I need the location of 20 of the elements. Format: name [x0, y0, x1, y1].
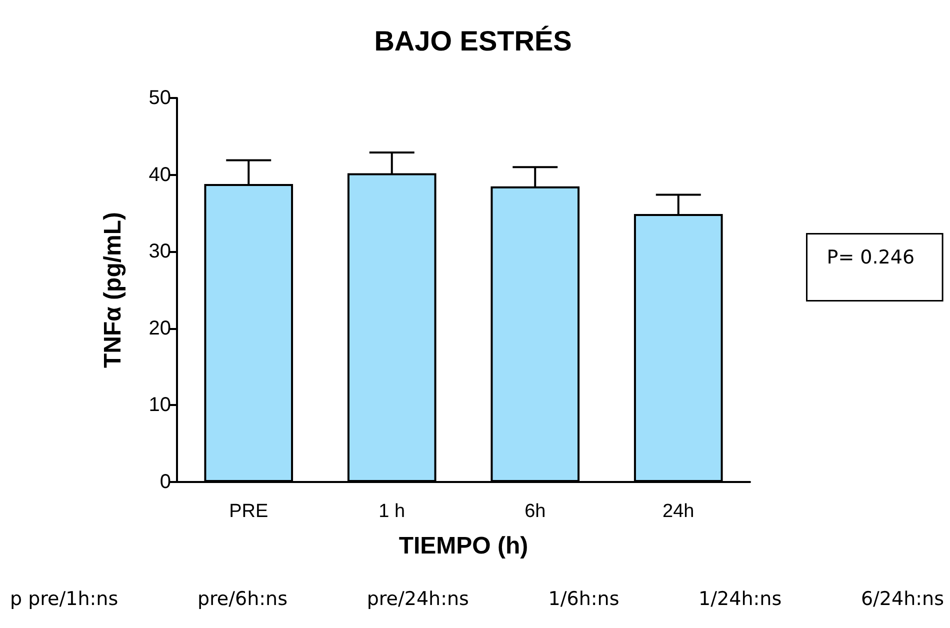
x-tick-label: 6h [524, 501, 546, 522]
y-tick-label: 50 [148, 87, 171, 109]
text: P= 0.246 [826, 246, 915, 268]
text: 1/24h:ns [698, 588, 782, 610]
y-tick-label: 30 [148, 240, 171, 263]
chart-title: BAJO ESTRÉS [374, 26, 572, 56]
text: pre/24h:ns [366, 588, 469, 610]
text: 1/6h:ns [548, 588, 620, 610]
text: p pre/1h:ns [10, 588, 118, 610]
x-tick-label: 24h [662, 501, 694, 522]
x-tick-label: PRE [229, 501, 268, 522]
y-tick-label: 40 [148, 164, 171, 186]
x-tick-label: 1 h [378, 501, 406, 522]
y-tick-label: 10 [148, 394, 171, 416]
x-axis-title: TIEMPO (h) [398, 532, 528, 560]
y-axis-title: TNFα (pg/mL) [100, 212, 126, 368]
text: 6/24h:ns [860, 588, 944, 610]
y-tick-label: 0 [160, 471, 171, 493]
y-tick-label: 20 [148, 317, 171, 340]
text: pre/6h:ns [197, 588, 288, 610]
